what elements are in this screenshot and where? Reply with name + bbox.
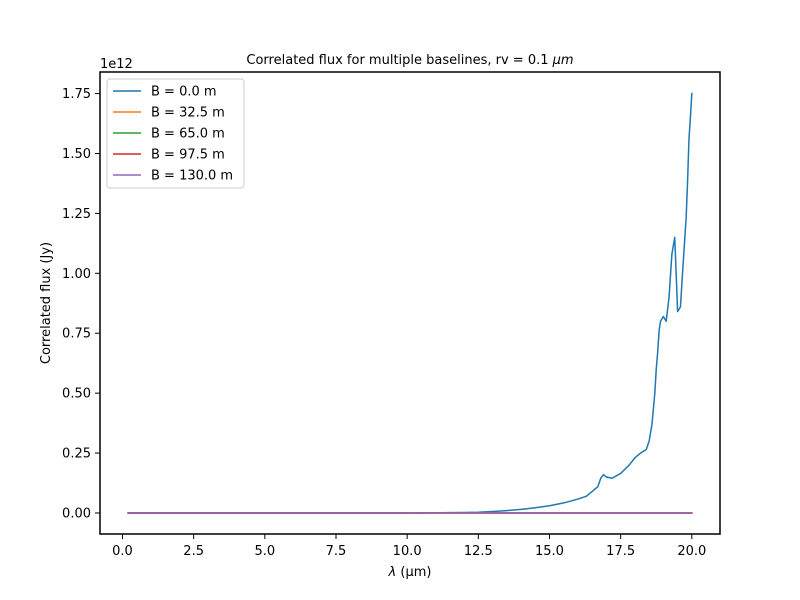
series-lines bbox=[127, 92, 693, 514]
chart-title: Correlated flux for multiple baselines, … bbox=[246, 53, 573, 68]
x-axis-label: λ (μm) bbox=[388, 565, 432, 580]
legend: B = 0.0 m B = 32.5 m B = 65.0 m B = 97.5 m B… bbox=[106, 78, 245, 189]
y-tick-label: 1.00 bbox=[62, 267, 91, 282]
series-line-0 bbox=[127, 92, 693, 514]
x-tick-label: 0.0 bbox=[112, 544, 133, 559]
x-tick-label: 7.5 bbox=[326, 544, 347, 559]
y-tick-label: 0.75 bbox=[62, 327, 91, 342]
y-tick-label: 0.25 bbox=[62, 447, 91, 462]
x-tick-label: 10.0 bbox=[393, 544, 422, 559]
y-axis-label: Correlated flux (Jy) bbox=[39, 242, 54, 364]
legend-label-2: B = 65.0 m bbox=[151, 127, 225, 142]
plot-area: 0.0 2.5 5.0 7.5 10.0 12.5 15.0 17.5 20.0 0.00 0.2… bbox=[62, 71, 721, 559]
legend-label-3: B = 97.5 m bbox=[151, 148, 225, 163]
legend-label-0: B = 0.0 m bbox=[151, 85, 217, 100]
legend-label-1: B = 32.5 m bbox=[151, 106, 225, 121]
x-tick-label: 5.0 bbox=[254, 544, 275, 559]
y-axis-ticks: 0.00 0.25 0.50 0.75 1.00 1.25 1.50 1.75 bbox=[62, 87, 100, 521]
y-offset-text: 1e12 bbox=[100, 57, 133, 72]
x-tick-label: 2.5 bbox=[183, 544, 204, 559]
y-tick-label: 1.50 bbox=[62, 147, 91, 162]
legend-box bbox=[106, 78, 245, 189]
x-axis-ticks: 0.0 2.5 5.0 7.5 10.0 12.5 15.0 17.5 20.0 bbox=[112, 534, 706, 559]
y-tick-label: 0.50 bbox=[62, 387, 91, 402]
x-tick-label: 12.5 bbox=[464, 544, 493, 559]
legend-entries: B = 0.0 m B = 32.5 m B = 65.0 m B = 97.5 m B… bbox=[113, 85, 233, 184]
x-tick-label: 15.0 bbox=[535, 544, 564, 559]
y-tick-label: 0.00 bbox=[62, 506, 91, 521]
axes-frame bbox=[99, 71, 721, 535]
x-tick-label: 20.0 bbox=[677, 544, 706, 559]
x-tick-label: 17.5 bbox=[606, 544, 635, 559]
y-tick-label: 1.25 bbox=[62, 207, 91, 222]
legend-label-4: B = 130.0 m bbox=[151, 169, 233, 184]
y-tick-label: 1.75 bbox=[62, 87, 91, 102]
